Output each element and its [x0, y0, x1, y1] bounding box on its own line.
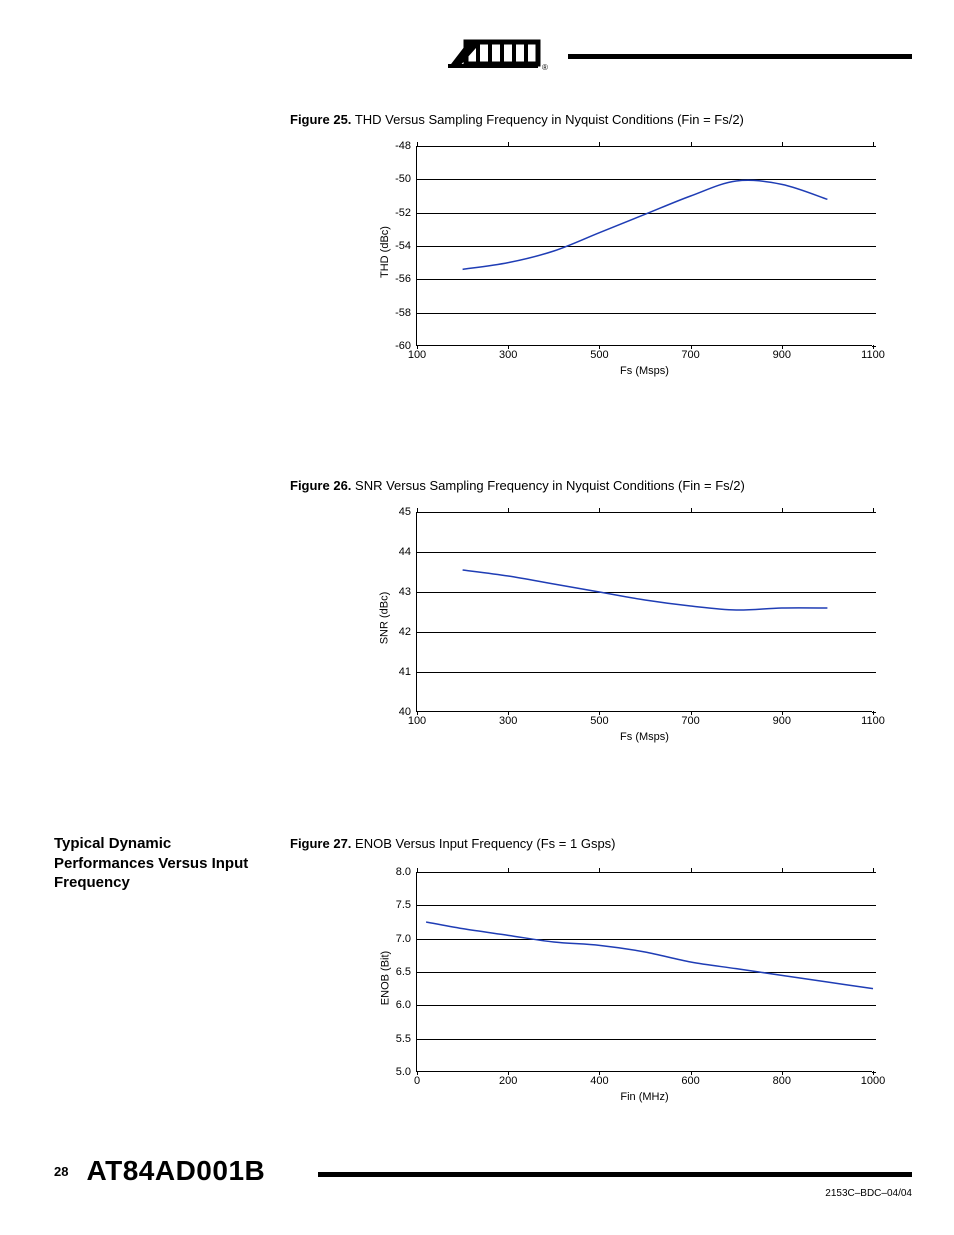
ytick-label: -50 — [395, 173, 411, 185]
ytick-label: 44 — [399, 546, 411, 558]
ytick-label: 8.0 — [396, 866, 411, 878]
footer-rule — [318, 1172, 912, 1177]
xtick-label: 1000 — [861, 1075, 885, 1087]
xtick-label: 900 — [773, 715, 791, 727]
ytick-label: -54 — [395, 240, 411, 252]
figure27-chart: 5.05.56.06.57.07.58.002004006008001000EN… — [416, 872, 872, 1072]
ytick-label: 43 — [399, 586, 411, 598]
xtick-label: 700 — [681, 349, 699, 361]
xtick-label: 1100 — [861, 349, 885, 361]
figure26-chart: 4041424344451003005007009001100SNR (dBc)… — [416, 512, 872, 712]
figure25-chart: -60-58-56-54-52-50-481003005007009001100… — [416, 146, 872, 346]
ytick-label: -56 — [395, 273, 411, 285]
xtick-label: 500 — [590, 715, 608, 727]
x-axis-label: Fin (MHz) — [620, 1091, 668, 1103]
header: ® — [440, 38, 912, 74]
doc-code: 2153C–BDC–04/04 — [825, 1188, 912, 1199]
figure25-caption: Figure 25. THD Versus Sampling Frequency… — [290, 112, 744, 127]
xtick-label: 500 — [590, 349, 608, 361]
chart-line-svg — [417, 146, 873, 346]
section-heading: Typical Dynamic Performances Versus Inpu… — [54, 834, 264, 893]
ytick-label: -58 — [395, 307, 411, 319]
part-number: AT84AD001B — [86, 1155, 265, 1187]
data-line — [463, 180, 828, 269]
xtick-label: 200 — [499, 1075, 517, 1087]
xtick-label: 600 — [681, 1075, 699, 1087]
xtick-label: 100 — [408, 349, 426, 361]
chart-line-svg — [417, 872, 873, 1072]
footer-left: 28 AT84AD001B — [54, 1155, 265, 1187]
xtick-label: 300 — [499, 349, 517, 361]
header-rule — [568, 54, 912, 59]
ytick-label: 5.0 — [396, 1066, 411, 1078]
data-line — [463, 570, 828, 610]
figure25-caption-bold: Figure 25. — [290, 112, 351, 127]
figure25-caption-text: THD Versus Sampling Frequency in Nyquist… — [355, 112, 744, 127]
ytick-label: 45 — [399, 506, 411, 518]
figure26-caption-text: SNR Versus Sampling Frequency in Nyquist… — [355, 478, 745, 493]
xtick-label: 0 — [414, 1075, 420, 1087]
xtick-label: 400 — [590, 1075, 608, 1087]
ytick-label: 5.5 — [396, 1033, 411, 1045]
xtick-label: 900 — [773, 349, 791, 361]
data-line — [426, 922, 873, 989]
ytick-label: 6.5 — [396, 966, 411, 978]
y-axis-label: ENOB (Bit) — [379, 950, 391, 1004]
svg-text:®: ® — [542, 63, 548, 72]
x-axis-label: Fs (Msps) — [620, 731, 669, 743]
ytick-label: 6.0 — [396, 999, 411, 1011]
figure27-caption-bold: Figure 27. — [290, 836, 351, 851]
y-axis-label: SNR (dBc) — [379, 591, 391, 644]
page-number: 28 — [54, 1164, 68, 1179]
ytick-label: 42 — [399, 626, 411, 638]
xtick-label: 1100 — [861, 715, 885, 727]
chart-line-svg — [417, 512, 873, 712]
y-axis-label: THD (dBc) — [379, 226, 391, 278]
ytick-label: -52 — [395, 207, 411, 219]
ytick-label: -48 — [395, 140, 411, 152]
figure26-caption-bold: Figure 26. — [290, 478, 351, 493]
figure27-caption: Figure 27. ENOB Versus Input Frequency (… — [290, 836, 616, 851]
figure27-caption-text: ENOB Versus Input Frequency (Fs = 1 Gsps… — [355, 836, 615, 851]
ytick-label: 7.5 — [396, 899, 411, 911]
figure26-caption: Figure 26. SNR Versus Sampling Frequency… — [290, 478, 745, 493]
ytick-label: 41 — [399, 666, 411, 678]
x-axis-label: Fs (Msps) — [620, 365, 669, 377]
xtick-label: 700 — [681, 715, 699, 727]
xtick-label: 100 — [408, 715, 426, 727]
xtick-label: 300 — [499, 715, 517, 727]
ytick-label: 7.0 — [396, 933, 411, 945]
xtick-label: 800 — [773, 1075, 791, 1087]
atmel-logo: ® — [440, 38, 560, 74]
